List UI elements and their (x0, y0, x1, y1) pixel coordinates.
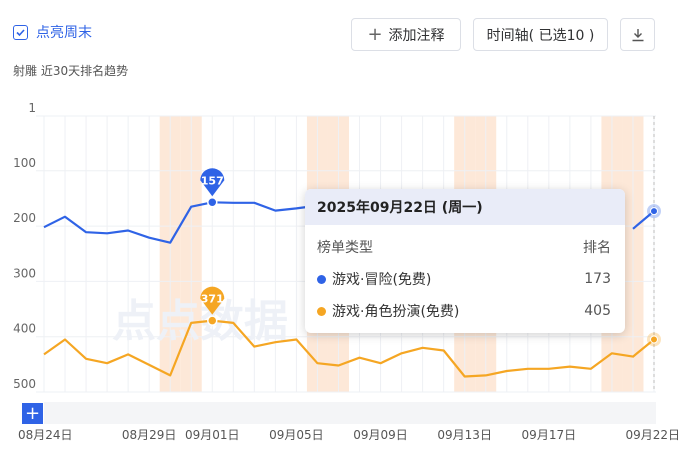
plus-icon: + (24, 402, 41, 424)
y-tick-label: 500 (13, 377, 36, 391)
x-tick-label: 09月13日 (437, 428, 492, 442)
data-point (650, 335, 658, 344)
plus-icon: + (367, 23, 383, 45)
download-icon (632, 28, 643, 41)
timeline-label: 时间轴( 已选10 ) (486, 27, 595, 44)
data-point (650, 207, 658, 216)
check-icon (13, 24, 28, 40)
tooltip-row: 游戏·冒险(免费) 173 (305, 263, 625, 295)
add-note-button[interactable]: + 添加注释 (351, 18, 461, 51)
marker-label: 371 (201, 293, 224, 306)
range-slider-track (44, 402, 656, 424)
add-note-label: 添加注释 (388, 27, 445, 44)
y-tick-label: 200 (13, 211, 36, 225)
tooltip-row-name: 游戏·角色扮演(免费) (332, 304, 460, 320)
marker-pin (200, 168, 225, 197)
highlight-weekends-label: 点亮周末 (36, 25, 92, 41)
x-tick-label: 08月29日 (122, 428, 177, 442)
x-tick-label: 09月09日 (353, 428, 408, 442)
data-point (207, 315, 218, 326)
x-tick-label: 09月22日 (625, 428, 680, 442)
y-tick-label: 100 (13, 156, 36, 170)
tooltip-row-value: 173 (584, 271, 611, 287)
y-tick-label: 1 (28, 101, 36, 115)
tooltip-row-value: 405 (584, 303, 611, 319)
series-line (43, 319, 655, 378)
data-point (207, 197, 218, 208)
chart-subtitle: 射雕 近30天排名趋势 (13, 64, 129, 78)
series-line (43, 201, 655, 244)
x-tick-label: 08月24日 (18, 428, 73, 442)
timeline-button[interactable]: 时间轴( 已选10 ) (473, 18, 608, 51)
y-tick-label: 300 (13, 266, 36, 280)
chart-tooltip: 2025年09月22日 (周一) 榜单类型 排名 游戏·冒险(免费) 173 游… (305, 189, 625, 333)
tooltip-date: 2025年09月22日 (周一) (305, 189, 625, 225)
tooltip-row-name: 游戏·冒险(免费) (332, 272, 432, 288)
tooltip-col-type: 榜单类型 (317, 240, 373, 256)
zoom-add-button[interactable]: + (22, 403, 43, 424)
series-dot-icon (317, 306, 326, 316)
x-tick-label: 09月17日 (522, 428, 577, 442)
x-tick-label: 09月01日 (185, 428, 240, 442)
marker-pin (200, 286, 225, 315)
download-button[interactable] (620, 18, 655, 51)
highlight-weekends-toggle[interactable]: 点亮周末 (13, 22, 92, 42)
marker-label: 157 (201, 174, 224, 187)
x-tick-label: 09月05日 (269, 428, 324, 442)
tooltip-col-rank: 排名 (583, 240, 611, 256)
tooltip-row: 游戏·角色扮演(免费) 405 (305, 295, 625, 327)
series-dot-icon (317, 274, 326, 284)
y-tick-label: 400 (13, 322, 36, 336)
